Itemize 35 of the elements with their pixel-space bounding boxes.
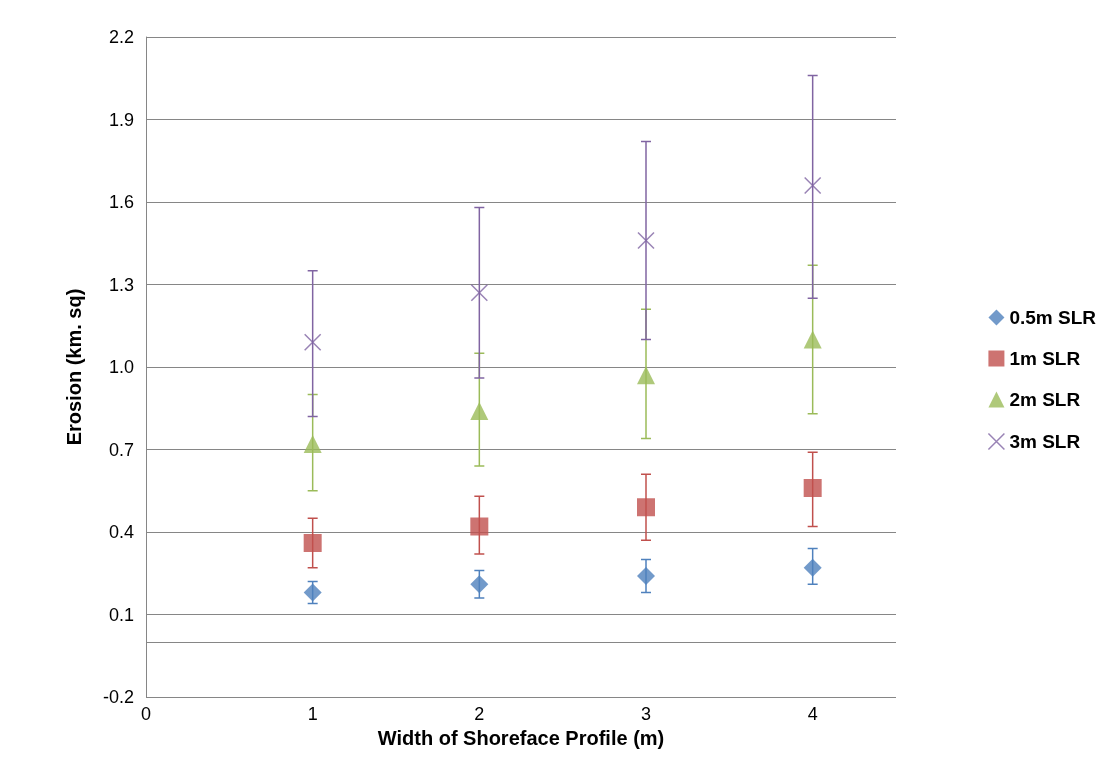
x-tick-label: 4	[807, 704, 818, 724]
x-tick-label: 0	[140, 704, 152, 724]
x-tick-label: 1	[307, 704, 318, 724]
y-tick-label: 0.4	[108, 522, 134, 542]
point	[803, 330, 822, 349]
x-axis-title: Width of Shoreface Profile (m)	[377, 726, 665, 749]
y-tick-label: 1.9	[108, 109, 134, 130]
point	[303, 534, 322, 552]
point	[637, 498, 655, 517]
point	[303, 435, 322, 453]
y-axis-title: Erosion (km. sq)	[63, 288, 85, 446]
y-tick-label: 0.7	[108, 439, 134, 460]
point	[303, 333, 322, 351]
point	[803, 176, 822, 195]
point	[470, 402, 489, 420]
point	[637, 567, 655, 585]
point	[803, 479, 822, 497]
y-tick-label: 1.6	[108, 192, 134, 212]
y-tick-label: 0.1	[108, 604, 134, 625]
y-tick-label: -0.2	[102, 687, 134, 707]
legend-label: 2m SLR	[1009, 389, 1081, 410]
x-tick-label: 2	[474, 704, 485, 724]
y-tick-label: 1.3	[108, 274, 134, 295]
point	[470, 517, 489, 536]
point	[470, 284, 489, 302]
point	[470, 575, 489, 594]
legend-label: 1m SLR	[1009, 348, 1081, 369]
y-tick-label: 2.2	[108, 27, 134, 47]
x-tick-label: 3	[640, 704, 652, 724]
legend-label: 3m SLR	[1009, 431, 1081, 452]
legend-label: 0.5m SLR	[1009, 307, 1097, 328]
point	[637, 231, 655, 250]
point	[637, 366, 655, 385]
y-tick-label: 1.0	[108, 357, 134, 377]
point	[803, 558, 822, 577]
